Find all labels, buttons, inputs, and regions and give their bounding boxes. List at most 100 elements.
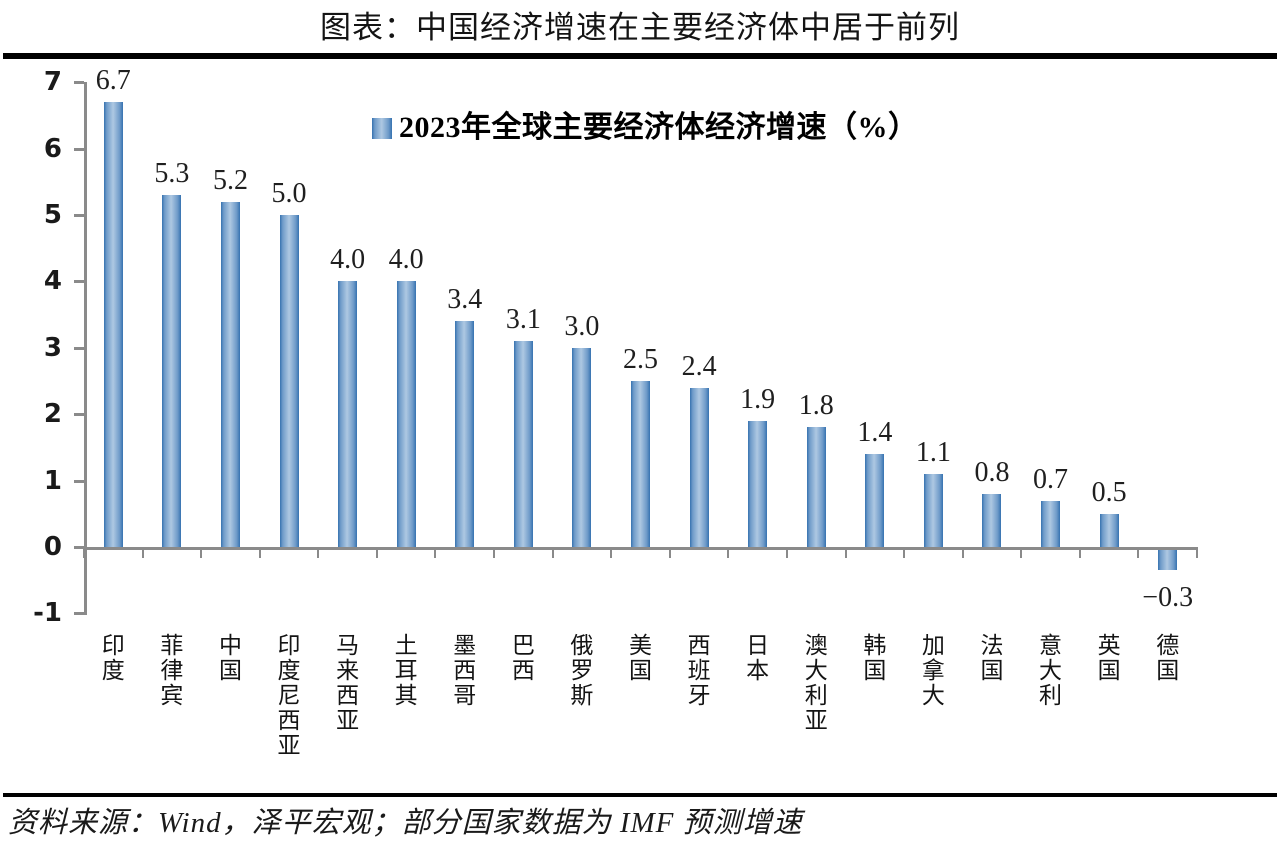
bar-value-label: 0.8 xyxy=(974,456,1010,488)
y-axis-tick xyxy=(74,147,84,151)
bar xyxy=(572,347,592,547)
bar xyxy=(1041,500,1061,547)
category-label: 菲律宾 xyxy=(160,633,184,708)
bar-value-label: 0.7 xyxy=(1033,463,1069,495)
x-axis-tick xyxy=(961,547,964,558)
bar-value-label: 3.1 xyxy=(505,304,541,336)
bar xyxy=(279,215,299,547)
bar-value-label: 2.4 xyxy=(681,350,717,382)
y-axis-label: 0 xyxy=(43,532,62,562)
bar-value-label: 1.8 xyxy=(798,390,834,422)
y-axis-label: 7 xyxy=(43,67,62,98)
x-axis-tick xyxy=(493,547,496,558)
bar-value-label: 5.3 xyxy=(154,158,190,190)
category-label: 韩国 xyxy=(863,633,887,683)
bar-value-label: 0.5 xyxy=(1091,476,1127,508)
x-axis-tick xyxy=(903,547,906,558)
bar xyxy=(103,102,123,547)
y-axis-line xyxy=(84,82,87,615)
bar xyxy=(865,454,885,547)
category-label: 巴西 xyxy=(511,633,535,683)
bar-value-label: 5.2 xyxy=(212,164,248,196)
category-label: 日本 xyxy=(746,633,770,683)
bar-value-label: 3.0 xyxy=(564,310,600,342)
x-axis-tick xyxy=(1137,547,1140,558)
bar xyxy=(689,387,709,547)
plot-area: 2023年全球主要经济体经济增速（%） 6.7 印度 5.3 菲律宾 5.2 中国 5.0 印… xyxy=(74,66,1198,758)
bar-value-label: 2.5 xyxy=(623,344,658,375)
y-axis-tick xyxy=(74,479,84,483)
bar xyxy=(748,420,768,547)
bar xyxy=(396,281,416,547)
category-label: 西班牙 xyxy=(687,633,711,708)
x-axis-tick xyxy=(258,547,261,558)
legend: 2023年全球主要经济体经济增速（%） xyxy=(372,110,919,146)
category-label: 墨西哥 xyxy=(453,633,477,708)
chart-title: 图表：中国经济增速在主要经济体中居于前列 xyxy=(320,10,960,45)
bar xyxy=(1158,550,1178,570)
bar xyxy=(162,195,182,547)
category-label: 印度尼西亚 xyxy=(277,633,301,758)
y-axis-label: 3 xyxy=(43,332,62,363)
x-axis-tick xyxy=(551,547,554,558)
x-axis-tick xyxy=(141,547,144,558)
y-axis-tick xyxy=(74,413,84,417)
category-label: 意大利 xyxy=(1039,633,1063,708)
category-label: 土耳其 xyxy=(394,633,418,708)
bar-value-label: 3.4 xyxy=(447,284,483,316)
y-axis-tick xyxy=(74,612,84,616)
category-label: 加拿大 xyxy=(921,633,945,708)
x-axis-tick xyxy=(1020,547,1023,558)
bar-value-label: 1.4 xyxy=(857,417,893,449)
category-label: 中国 xyxy=(218,633,242,683)
bar-value-label: 1.9 xyxy=(740,383,776,415)
bar xyxy=(513,341,533,547)
y-axis-tick xyxy=(74,214,84,217)
bar-value-label: 6.7 xyxy=(95,65,131,97)
bar xyxy=(982,493,1002,547)
y-axis-label: -1 xyxy=(33,598,62,629)
bar-value-label: 1.1 xyxy=(915,436,951,468)
bar xyxy=(338,281,358,547)
legend-label: 2023年全球主要经济体经济增速（%） xyxy=(399,111,919,144)
x-axis-tick xyxy=(668,547,671,558)
x-axis-tick xyxy=(785,547,788,558)
x-axis-tick xyxy=(83,547,85,558)
x-axis-tick xyxy=(727,547,730,558)
bar xyxy=(923,473,943,547)
category-label: 法国 xyxy=(980,633,1004,683)
y-axis-label: 2 xyxy=(43,399,62,430)
bar xyxy=(631,381,650,547)
x-axis-tick xyxy=(844,547,847,558)
category-label: 印度 xyxy=(101,633,125,683)
category-label: 马来西亚 xyxy=(336,633,360,733)
bottom-rule xyxy=(3,793,1277,797)
x-axis-tick xyxy=(1078,547,1081,558)
x-axis-tick xyxy=(1196,547,1198,558)
bar xyxy=(806,427,826,547)
x-axis-tick xyxy=(610,547,613,558)
legend-swatch-icon xyxy=(372,117,392,139)
bar xyxy=(1099,513,1119,547)
y-axis-tick xyxy=(74,346,84,350)
category-label: 澳大利亚 xyxy=(804,633,828,733)
bar xyxy=(455,321,475,547)
category-label: 英国 xyxy=(1097,633,1121,683)
y-axis-tick xyxy=(74,546,84,549)
y-axis-tick xyxy=(74,280,84,284)
y-axis-label: 1 xyxy=(43,465,62,496)
y-axis-label: 4 xyxy=(43,266,62,297)
x-axis-tick xyxy=(200,547,203,558)
x-axis-tick xyxy=(317,547,320,558)
x-axis-line xyxy=(84,547,1197,550)
bar-value-label: 4.0 xyxy=(330,244,366,276)
y-axis-label: 6 xyxy=(43,133,62,164)
bar xyxy=(220,201,240,547)
y-axis-tick xyxy=(74,81,84,85)
top-rule xyxy=(3,53,1277,59)
y-axis-label: 5 xyxy=(43,200,62,230)
category-label: 俄罗斯 xyxy=(570,633,594,708)
bar-value-label: 5.0 xyxy=(271,178,307,209)
x-axis-tick xyxy=(375,547,378,558)
